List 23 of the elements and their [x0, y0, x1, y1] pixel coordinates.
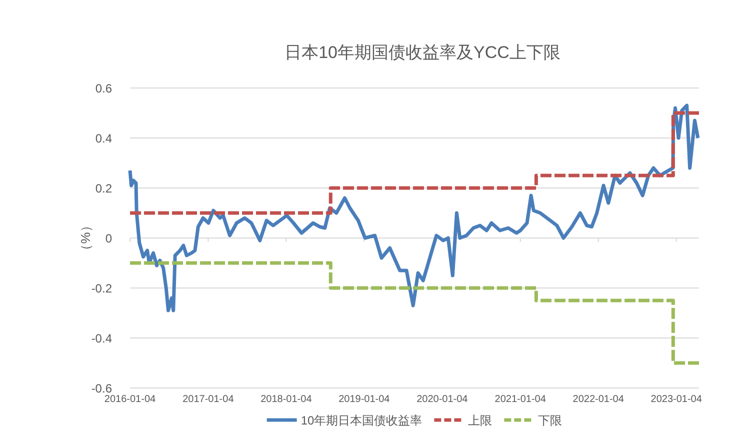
chart-title: 日本10年期国债收益率及YCC上下限 — [284, 43, 560, 62]
x-tick-label: 2023-01-04 — [650, 394, 702, 405]
legend-label: 上限 — [468, 414, 492, 428]
y-tick-label: -0.6 — [91, 382, 112, 396]
legend-label: 10年期日本国债收益率 — [300, 414, 422, 428]
x-tick-label: 2019-01-04 — [338, 394, 390, 405]
x-tick-label: 2018-01-04 — [260, 394, 312, 405]
y-tick-label: 0.2 — [95, 182, 112, 196]
y-tick-label: 0 — [105, 232, 112, 246]
y-tick-label: 0.4 — [95, 132, 112, 146]
line-series — [128, 104, 700, 312]
legend-label: 下限 — [538, 414, 562, 428]
x-tick-label: 2020-01-04 — [416, 394, 468, 405]
y-tick-label: -0.4 — [91, 332, 112, 346]
x-tick-label: 2017-01-04 — [182, 394, 234, 405]
line-series — [128, 111, 701, 215]
x-tick-label: 2022-01-04 — [572, 394, 624, 405]
y-tick-label: 0.6 — [95, 82, 112, 96]
y-axis-title: （%） — [78, 219, 93, 257]
x-tick-label: 2021-01-04 — [494, 394, 546, 405]
line-series — [128, 261, 701, 365]
y-tick-label: -0.2 — [91, 282, 112, 296]
x-tick-label: 2016-01-04 — [104, 394, 156, 405]
